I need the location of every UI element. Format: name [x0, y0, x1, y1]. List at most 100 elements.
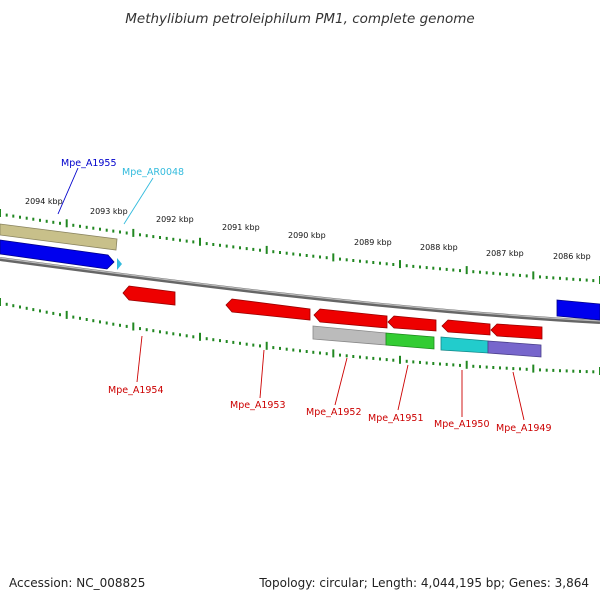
- upper-tick-track: [0, 209, 600, 284]
- lower-tick-82: [545, 368, 548, 372]
- gene-mpe-a1950-arrow[interactable]: [441, 319, 491, 336]
- gene-label-mpe-a1949[interactable]: Mpe_A1949: [496, 423, 552, 434]
- upper-tick-51: [339, 257, 341, 261]
- lower-tick-24: [159, 330, 161, 334]
- tick-label-2088: 2088 kbp: [420, 243, 458, 252]
- lower-tick-36: [239, 341, 241, 345]
- lower-tick-69: [459, 363, 461, 367]
- upper-tick-60: [399, 260, 401, 269]
- lower-tick-1: [5, 302, 8, 306]
- feature-khaki-bar[interactable]: [0, 223, 118, 251]
- upper-tick-0: [0, 209, 1, 217]
- gene-label-mpe-a1955[interactable]: Mpe_A1955: [61, 158, 117, 169]
- upper-tick-4: [25, 216, 28, 220]
- upper-tick-49: [325, 256, 328, 260]
- lower-tick-35: [232, 340, 235, 344]
- upper-tick-75: [499, 272, 501, 276]
- lower-tick-11: [72, 315, 75, 319]
- gene-label-mpe-a1951[interactable]: Mpe_A1951: [368, 413, 424, 424]
- gene-label-mpe-a1953[interactable]: Mpe_A1953: [230, 400, 286, 411]
- lower-tick-40: [265, 341, 268, 350]
- lower-tick-61: [405, 359, 408, 363]
- topology-summary: Topology: circular; Length: 4,044,195 bp…: [258, 576, 589, 590]
- upper-tick-12: [79, 224, 81, 228]
- upper-tick-71: [472, 270, 475, 274]
- upper-tick-63: [419, 265, 421, 269]
- lower-tick-89: [592, 370, 595, 374]
- tick-label-2093: 2093 kbp: [90, 207, 128, 216]
- upper-tick-36: [239, 246, 241, 250]
- lower-tick-9: [59, 313, 61, 317]
- tick-label-2091: 2091 kbp: [222, 223, 260, 232]
- gene-label-mpe-a1952[interactable]: Mpe_A1952: [306, 407, 362, 418]
- gene-mpe-a1949-arrow[interactable]: [490, 323, 543, 340]
- lower-tick-13: [85, 318, 88, 321]
- upper-tick-77: [512, 273, 515, 277]
- upper-tick-56: [372, 261, 375, 264]
- gene-label-mpe-a1950[interactable]: Mpe_A1950: [434, 419, 490, 430]
- gene-mpe-a1951-arrow[interactable]: [387, 315, 437, 332]
- upper-tick-6: [39, 218, 41, 222]
- lower-tick-79: [525, 367, 528, 371]
- upper-tick-82: [545, 275, 548, 279]
- lower-tick-60: [399, 355, 401, 364]
- upper-tick-37: [245, 247, 248, 251]
- gene-mpe-a1953-arrow[interactable]: [225, 298, 311, 321]
- lower-tick-76: [505, 366, 508, 370]
- lower-tick-track: [0, 298, 600, 375]
- lower-tick-28: [185, 334, 188, 338]
- upper-tick-2: [12, 214, 15, 218]
- leader-mpe-a1952: [334, 357, 348, 406]
- upper-tick-38: [252, 247, 255, 251]
- upper-tick-24: [159, 236, 161, 239]
- upper-tick-15: [99, 227, 101, 231]
- upper-tick-27: [179, 238, 181, 242]
- upper-tick-1: [5, 213, 8, 217]
- lower-tick-66: [439, 362, 441, 366]
- lower-tick-25: [165, 331, 168, 335]
- upper-tick-22: [145, 234, 148, 238]
- lower-tick-43: [285, 347, 288, 351]
- gene-mpe-a1954-arrow[interactable]: [122, 285, 176, 306]
- upper-tick-33: [219, 243, 221, 247]
- feature-green-bar[interactable]: [385, 332, 435, 350]
- leader-mpe-a1951: [397, 364, 409, 411]
- gene-mpe-ar0048-arrow[interactable]: [117, 258, 122, 270]
- lower-tick-0: [0, 298, 1, 306]
- lower-tick-49: [325, 352, 328, 356]
- gene-forward-right-arrow[interactable]: [556, 299, 600, 321]
- gene-mpe-a1955-arrow[interactable]: [0, 239, 115, 270]
- upper-tick-39: [259, 248, 261, 252]
- upper-tick-29: [192, 240, 195, 244]
- upper-tick-16: [105, 228, 108, 232]
- upper-tick-5: [32, 217, 35, 221]
- lower-tick-20: [132, 322, 135, 331]
- upper-tick-41: [272, 250, 275, 254]
- lower-tick-62: [412, 360, 415, 364]
- gene-label-mpe-a1954[interactable]: Mpe_A1954: [108, 385, 164, 396]
- lower-tick-15: [99, 320, 101, 324]
- upper-tick-43: [285, 251, 288, 255]
- lower-tick-27: [179, 333, 181, 337]
- upper-tick-11: [72, 223, 75, 227]
- upper-tick-53: [352, 259, 355, 262]
- upper-tick-78: [519, 273, 521, 277]
- lower-tick-87: [579, 369, 581, 373]
- upper-tick-26: [172, 237, 175, 241]
- upper-tick-79: [525, 274, 528, 278]
- feature-purple-bar[interactable]: [487, 340, 542, 358]
- lower-tick-14: [92, 319, 95, 323]
- gene-mpe-a1952-arrow[interactable]: [313, 308, 388, 329]
- lower-tick-17: [112, 322, 115, 326]
- feature-cyan-bar[interactable]: [440, 336, 489, 354]
- upper-tick-83: [552, 276, 555, 280]
- feature-grey-bar[interactable]: [312, 325, 387, 346]
- upper-tick-35: [232, 245, 235, 249]
- upper-tick-74: [492, 271, 495, 275]
- upper-tick-76: [505, 272, 508, 276]
- upper-tick-85: [565, 277, 568, 281]
- lower-tick-54: [359, 355, 361, 359]
- lower-tick-68: [452, 363, 455, 367]
- upper-tick-17: [112, 229, 115, 233]
- gene-label-mpe-ar0048[interactable]: Mpe_AR0048: [122, 167, 184, 178]
